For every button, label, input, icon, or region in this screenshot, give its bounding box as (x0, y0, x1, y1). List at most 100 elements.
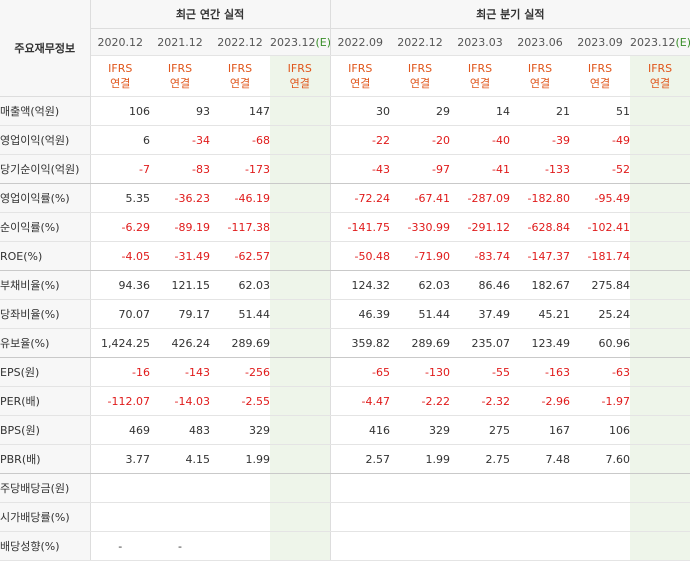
table-cell: -141.75 (329, 212, 391, 242)
table-cell: 359.82 (329, 328, 391, 358)
table-cell: 51.44 (210, 299, 270, 329)
table-cell (390, 531, 451, 561)
table-cell (510, 502, 571, 532)
table-cell: -16 (90, 357, 150, 387)
table-row: 부채비율(%) 94.36 121.15 62.03 124.32 62.03 86.46 1… (0, 270, 691, 300)
table-cell: -39 (510, 125, 571, 155)
table-cell (270, 270, 331, 300)
table-cell (630, 386, 691, 416)
table-cell: -68 (210, 125, 270, 155)
row-label: 당좌비율(%) (0, 299, 91, 329)
basis-label: IFRS 연결 (450, 55, 511, 97)
table-cell: 7.48 (510, 444, 571, 474)
basis-ifrs: IFRS (227, 62, 253, 75)
table-cell: 21 (510, 96, 571, 126)
table-cell: -20 (390, 125, 451, 155)
table-cell (630, 473, 691, 503)
table-cell: 45.21 (510, 299, 571, 329)
table-cell: 4.15 (150, 444, 210, 474)
table-cell: -34 (150, 125, 210, 155)
table-cell: -49 (570, 125, 631, 155)
table-cell (630, 96, 691, 126)
table-cell: -256 (210, 357, 270, 387)
table-cell: -50.48 (329, 241, 391, 271)
table-cell: -181.74 (570, 241, 631, 271)
table-cell (450, 531, 511, 561)
table-cell: 46.39 (329, 299, 391, 329)
table-cell: -46.19 (210, 183, 270, 213)
table-cell: -4.05 (90, 241, 150, 271)
table-cell (329, 531, 391, 561)
basis-label: IFRS 연결 (630, 55, 691, 97)
table-cell: -65 (329, 357, 391, 387)
table-cell: 7.60 (570, 444, 631, 474)
table-cell: 106 (570, 415, 631, 445)
basis-ifrs: IFRS (108, 62, 133, 75)
table-cell (270, 212, 331, 242)
row-label: 시가배당률(%) (0, 502, 91, 532)
table-cell: 79.17 (150, 299, 210, 329)
table-cell: -287.09 (450, 183, 511, 213)
table-row: 순이익률(%) -6.29 -89.19 -117.38 -141.75 -330.99-… (0, 212, 691, 242)
table-row: 영업이익(억원) 6 -34 -68 -22 -20 -40 -39 -49 (0, 125, 691, 155)
table-row: 유보율(%) 1,424.25 426.24 289.69 359.82 289.69 23… (0, 328, 691, 358)
period-header: 2023.03 (450, 28, 511, 56)
table-cell: 25.24 (570, 299, 631, 329)
table-cell (630, 270, 691, 300)
table-cell (630, 502, 691, 532)
row-label: 배당성향(%) (0, 531, 91, 561)
table-row: 당기순이익(억원) -7 -83 -173 -43 -97 -41 -133 -52 (0, 154, 691, 184)
table-cell: -6.29 (90, 212, 150, 242)
table-cell (90, 473, 150, 503)
period-header: 2023.09 (570, 28, 631, 56)
table-cell: -31.49 (150, 241, 210, 271)
table-cell: -2.32 (450, 386, 511, 416)
table-cell (630, 212, 691, 242)
table-cell: -1.97 (570, 386, 631, 416)
estimate-mark: (E) (315, 35, 331, 49)
table-cell: -2.96 (510, 386, 571, 416)
table-cell: -330.99 (390, 212, 451, 242)
table-cell (570, 502, 631, 532)
table-cell: -14.03 (150, 386, 210, 416)
period-header: 2020.12 (90, 28, 150, 56)
table-cell (450, 473, 511, 503)
table-cell: 329 (390, 415, 451, 445)
table-cell: 469 (90, 415, 150, 445)
table-cell (90, 502, 150, 532)
table-cell: 5.35 (90, 183, 150, 213)
table-cell (270, 357, 331, 387)
table-cell: -89.19 (150, 212, 210, 242)
table-cell (630, 444, 691, 474)
table-cell: -117.38 (210, 212, 270, 242)
table-cell (210, 531, 270, 561)
row-label: 영업이익(억원) (0, 125, 91, 155)
table-cell: -163 (510, 357, 571, 387)
table-cell (630, 531, 691, 561)
row-label: BPS(원) (0, 415, 91, 445)
basis-label: IFRS 연결 (570, 55, 631, 97)
basis-consolidated: 연결 (169, 77, 191, 90)
table-cell: -36.23 (150, 183, 210, 213)
basis-consolidated: 연결 (229, 77, 251, 90)
table-cell: 30 (329, 96, 391, 126)
table-cell: -41 (450, 154, 511, 184)
table-cell (270, 531, 331, 561)
table-cell (270, 444, 331, 474)
table-cell: -4.47 (329, 386, 391, 416)
table-cell: -22 (329, 125, 391, 155)
table-cell (630, 357, 691, 387)
table-row: 매출액(억원) 106 93 147 30 29 14 21 51 (0, 96, 691, 126)
row-label: 영업이익률(%) (0, 183, 91, 213)
table-cell (329, 473, 391, 503)
basis-ifrs: IFRS (647, 62, 673, 75)
basis-label: IFRS 연결 (210, 55, 270, 97)
table-cell (390, 473, 451, 503)
table-cell: -67.41 (390, 183, 451, 213)
table-cell: -40 (450, 125, 511, 155)
table-cell (630, 125, 691, 155)
basis-label: IFRS 연결 (270, 55, 331, 97)
table-cell: 123.49 (510, 328, 571, 358)
table-cell (630, 328, 691, 358)
